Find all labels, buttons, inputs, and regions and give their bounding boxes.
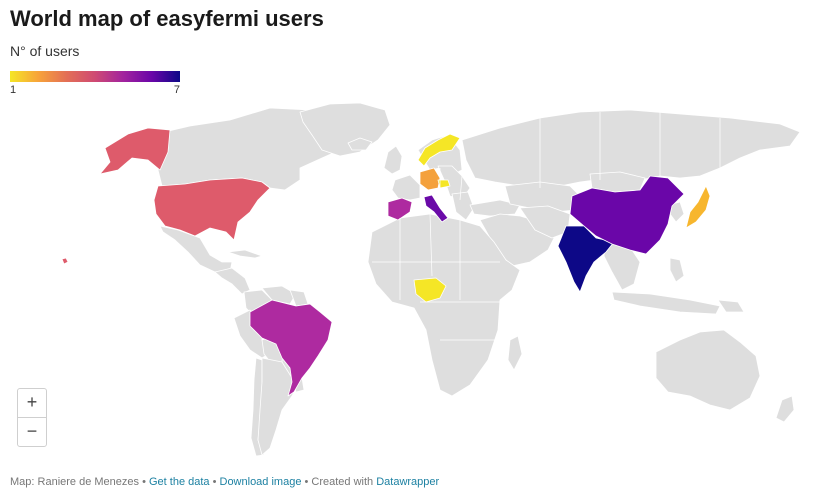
- iceland[interactable]: [347, 137, 373, 151]
- footer-separator: •: [301, 476, 312, 488]
- legend-max-label: 7: [173, 84, 180, 96]
- download-image-link[interactable]: Download image: [219, 476, 302, 488]
- map-credit: Map: Raniere de Menezes: [10, 476, 140, 488]
- madagascar[interactable]: [507, 335, 523, 371]
- country-hawaii[interactable]: [61, 257, 69, 265]
- philippines[interactable]: [669, 257, 685, 283]
- datawrapper-link[interactable]: Datawrapper: [376, 476, 440, 488]
- indonesia[interactable]: [611, 291, 721, 315]
- user-countries: [61, 127, 711, 397]
- country-china[interactable]: [569, 175, 685, 255]
- country-alaska[interactable]: [99, 127, 171, 175]
- australia[interactable]: [655, 329, 761, 411]
- get-data-link[interactable]: Get the data: [148, 476, 210, 488]
- country-nigeria[interactable]: [413, 277, 447, 303]
- country-usa[interactable]: [153, 177, 271, 241]
- new-zealand[interactable]: [775, 395, 795, 423]
- footer-separator: •: [139, 476, 149, 488]
- country-sweden-norway[interactable]: [417, 133, 461, 167]
- map-title: World map of easyfermi users: [10, 6, 324, 31]
- cuba[interactable]: [227, 249, 263, 259]
- legend-gradient-bar: [10, 71, 180, 82]
- footer-credits: Map: Raniere de Menezes • Get the data •…: [10, 476, 439, 488]
- zoom-in-button[interactable]: +: [26, 392, 38, 412]
- zoom-controls: + −: [17, 388, 47, 447]
- france[interactable]: [391, 174, 421, 201]
- country-czechia[interactable]: [437, 179, 451, 189]
- country-brazil[interactable]: [249, 299, 333, 397]
- uk-ireland[interactable]: [383, 145, 403, 175]
- zoom-out-button[interactable]: −: [18, 417, 46, 446]
- legend-title: N° of users: [10, 43, 80, 59]
- country-japan[interactable]: [685, 185, 711, 229]
- turkey-caucasus[interactable]: [469, 199, 521, 217]
- created-with-text: Created with: [311, 476, 377, 488]
- no-data-countries: [157, 102, 801, 457]
- color-legend: 1 7: [10, 71, 182, 96]
- country-germany[interactable]: [419, 167, 441, 191]
- legend-labels: 1 7: [10, 82, 182, 96]
- guianas[interactable]: [289, 289, 309, 307]
- africa[interactable]: [367, 213, 521, 397]
- png[interactable]: [717, 299, 745, 313]
- legend-min-label: 1: [10, 84, 17, 96]
- map-borders: [372, 112, 721, 341]
- world-map[interactable]: [0, 95, 819, 465]
- central-america[interactable]: [214, 267, 251, 295]
- balkans[interactable]: [451, 191, 475, 221]
- country-italy[interactable]: [423, 194, 449, 223]
- country-india[interactable]: [557, 225, 615, 293]
- footer-separator: •: [209, 476, 220, 488]
- country-spain[interactable]: [387, 197, 413, 221]
